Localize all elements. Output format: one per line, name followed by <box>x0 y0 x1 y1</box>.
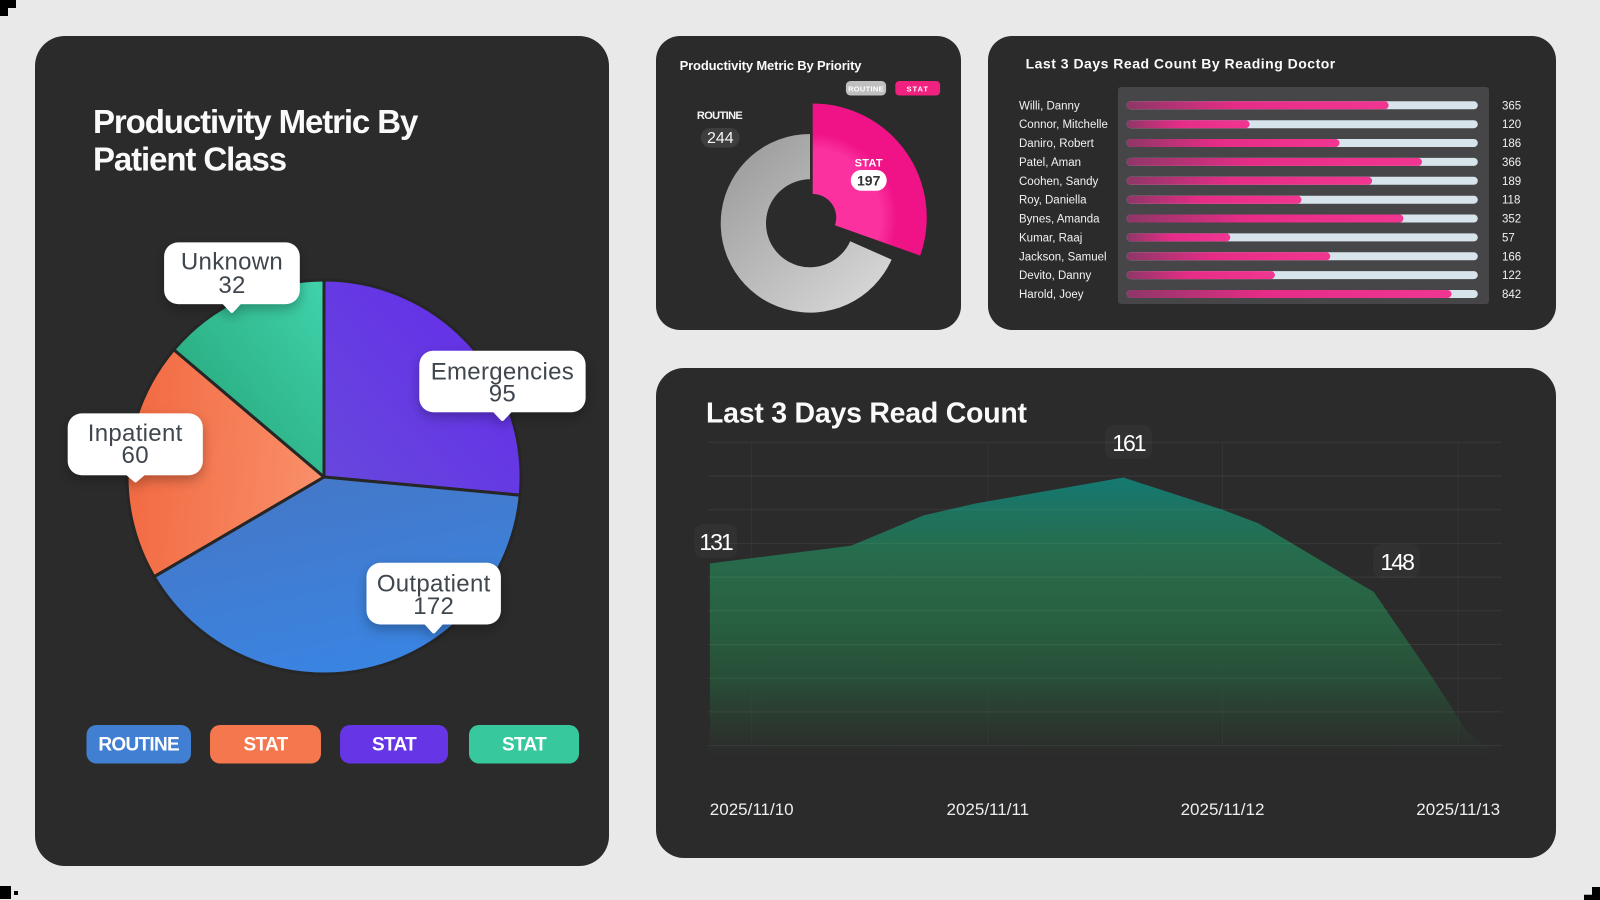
svg-text:366: 366 <box>1502 157 1521 169</box>
svg-text:STAT: STAT <box>502 735 547 756</box>
svg-text:32: 32 <box>218 272 245 299</box>
svg-text:Connor, Mitchelle: Connor, Mitchelle <box>1019 119 1108 131</box>
svg-text:186: 186 <box>1502 138 1521 150</box>
svg-text:Devito, Danny: Devito, Danny <box>1019 270 1091 282</box>
svg-text:2025/11/12: 2025/11/12 <box>1181 800 1265 819</box>
svg-text:Patient Class: Patient Class <box>93 141 286 178</box>
svg-text:172: 172 <box>413 593 454 620</box>
svg-text:Last 3 Days Read Count By Read: Last 3 Days Read Count By Reading Doctor <box>1026 56 1336 72</box>
svg-text:Productivity Metric By Priorit: Productivity Metric By Priority <box>680 58 863 73</box>
svg-text:197: 197 <box>857 172 881 188</box>
svg-text:Unknown: Unknown <box>181 249 283 276</box>
svg-text:Outpatient: Outpatient <box>377 571 491 598</box>
svg-text:Inpatient: Inpatient <box>88 420 183 447</box>
svg-text:365: 365 <box>1502 100 1521 112</box>
svg-text:Kumar, Raaj: Kumar, Raaj <box>1019 232 1082 244</box>
svg-text:Last 3 Days Read Count: Last 3 Days Read Count <box>706 398 1028 430</box>
svg-text:ROUTINE: ROUTINE <box>98 735 179 756</box>
svg-text:Bynes, Amanda: Bynes, Amanda <box>1019 214 1100 226</box>
svg-text:ROUTINE: ROUTINE <box>848 84 884 93</box>
svg-text:Jackson, Samuel: Jackson, Samuel <box>1019 251 1107 263</box>
svg-text:Willi, Danny: Willi, Danny <box>1019 100 1080 112</box>
svg-text:Daniro, Robert: Daniro, Robert <box>1019 138 1095 150</box>
svg-text:131: 131 <box>699 529 733 555</box>
svg-text:ROUTINE: ROUTINE <box>697 110 743 122</box>
svg-text:Coohen, Sandy: Coohen, Sandy <box>1019 176 1099 188</box>
svg-text:2025/11/10: 2025/11/10 <box>710 800 794 819</box>
svg-text:122: 122 <box>1502 270 1521 282</box>
svg-text:Harold, Joey: Harold, Joey <box>1019 289 1084 301</box>
svg-text:Roy, Daniella: Roy, Daniella <box>1019 195 1087 207</box>
svg-text:STAT: STAT <box>244 735 289 756</box>
svg-text:118: 118 <box>1502 195 1520 207</box>
svg-text:842: 842 <box>1502 289 1521 301</box>
svg-text:Emergencies: Emergencies <box>431 359 574 386</box>
svg-text:57: 57 <box>1502 232 1515 244</box>
svg-text:2025/11/11: 2025/11/11 <box>947 800 1030 819</box>
svg-text:352: 352 <box>1502 214 1521 226</box>
svg-text:95: 95 <box>489 380 516 407</box>
svg-text:STAT: STAT <box>372 735 417 756</box>
svg-text:166: 166 <box>1502 251 1521 263</box>
svg-text:STAT: STAT <box>855 158 883 170</box>
svg-text:161: 161 <box>1112 430 1146 456</box>
svg-text:148: 148 <box>1381 549 1415 575</box>
svg-text:60: 60 <box>122 442 149 469</box>
svg-text:244: 244 <box>707 130 734 147</box>
svg-text:2025/11/13: 2025/11/13 <box>1416 800 1500 819</box>
svg-text:STAT: STAT <box>906 84 928 93</box>
svg-text:Patel, Aman: Patel, Aman <box>1019 157 1081 169</box>
svg-text:189: 189 <box>1502 176 1521 188</box>
svg-text:Productivity Metric By: Productivity Metric By <box>93 103 419 140</box>
svg-text:120: 120 <box>1502 119 1521 131</box>
